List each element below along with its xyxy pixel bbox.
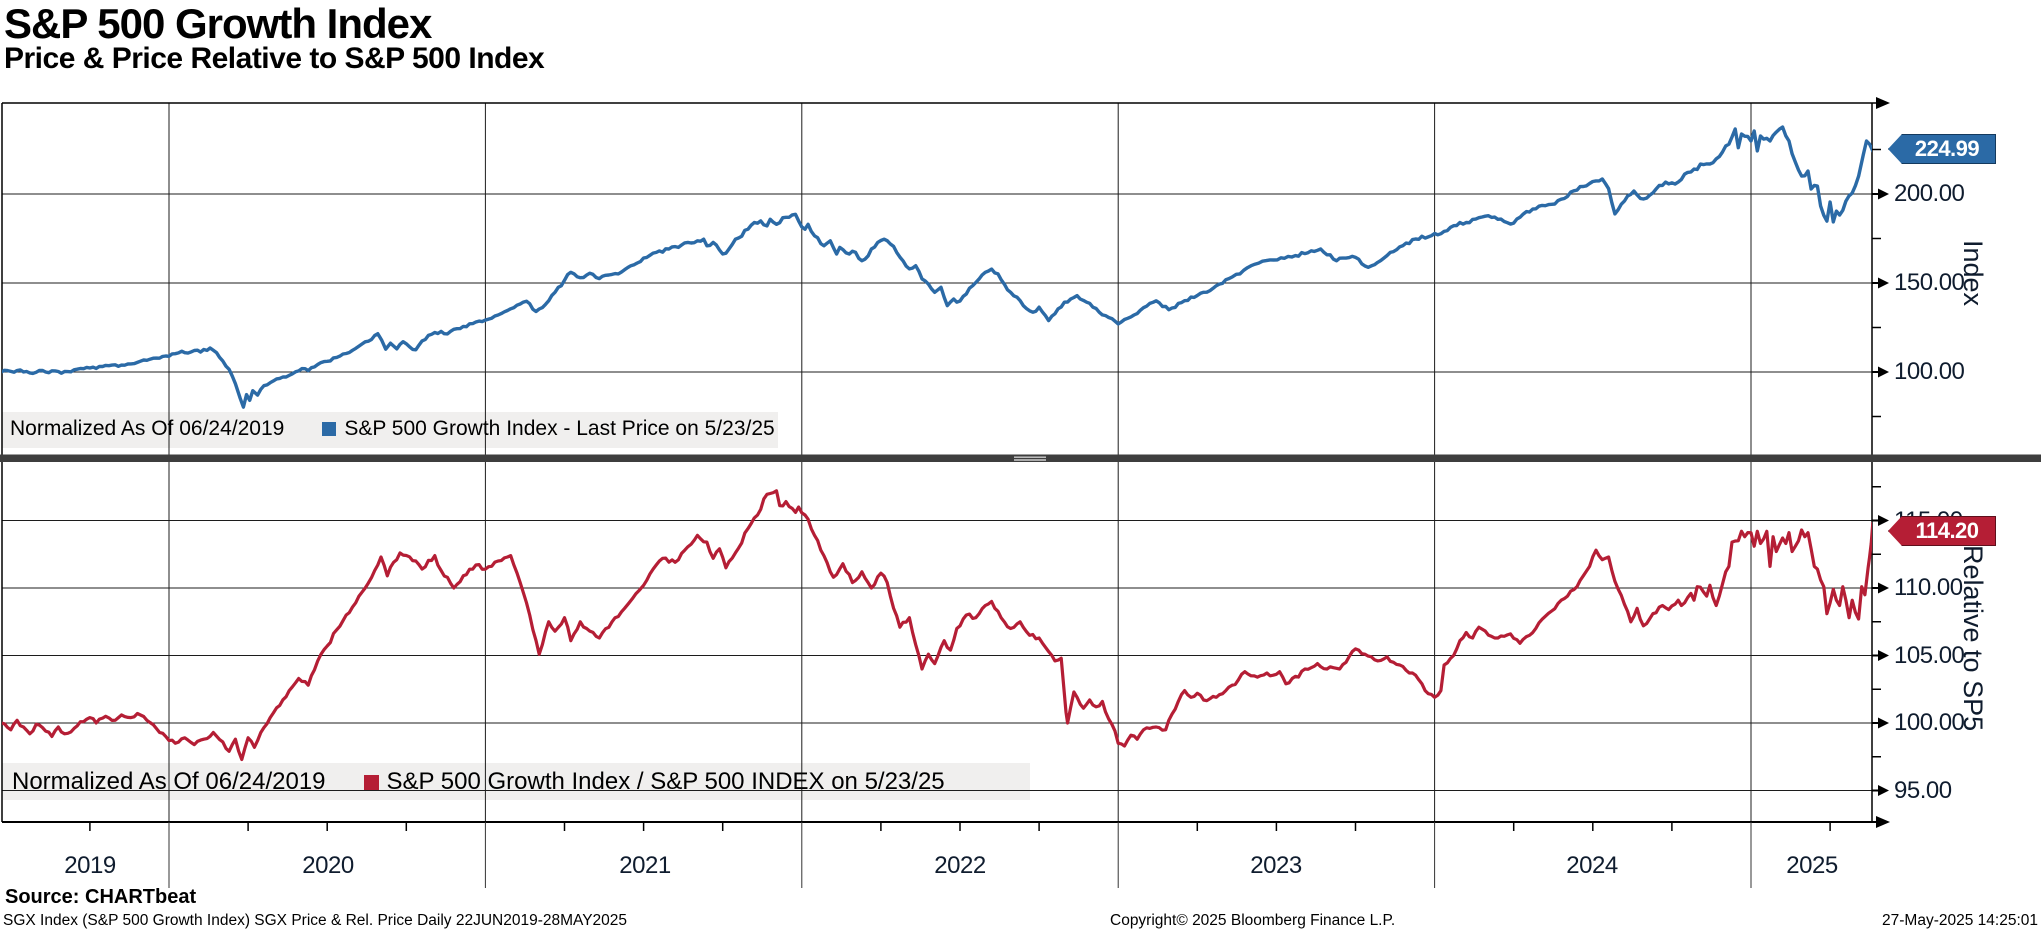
blue-price-line: [2, 125, 1872, 409]
bottom-series-label: S&P 500 Growth Index / S&P 500 INDEX on …: [386, 768, 945, 795]
x-axis-year-label: 2023: [1250, 852, 1302, 879]
footer-timestamp: 27-May-2025 14:25:01: [1882, 912, 2038, 929]
y-axis-tick-label: 100.00: [1894, 358, 1965, 385]
footer-description: SGX Index (S&P 500 Growth Index) SGX Pri…: [3, 912, 628, 929]
legend-bottom-panel[interactable]: Normalized As Of 06/24/2019 S&P 500 Grow…: [12, 768, 945, 796]
axes: [1, 97, 1890, 888]
footer-copyright: Copyright© 2025 Bloomberg Finance L.P.: [1110, 912, 1396, 929]
x-axis-year-label: 2024: [1566, 852, 1618, 879]
page-subtitle: Price & Price Relative to S&P 500 Index: [4, 42, 545, 75]
blue-series-swatch-icon: [322, 422, 337, 436]
y-axis-tick-label: 200.00: [1894, 180, 1965, 207]
last-price-badge-index: 224.99: [1888, 134, 1996, 164]
normalized-as-of-label: Normalized As Of 06/24/2019: [10, 417, 285, 440]
legend-strips: [2, 412, 1030, 800]
normalized-as-of-label: Normalized As Of 06/24/2019: [12, 768, 326, 795]
page-title: S&P 500 Growth Index: [4, 0, 432, 47]
top-series-label: S&P 500 Growth Index - Last Price on 5/2…: [344, 417, 775, 440]
y-axis-tick-label: 110.00: [1894, 574, 1963, 601]
y-axis-tick-label: 95.00: [1894, 777, 1952, 804]
x-axis-year-label: 2020: [302, 852, 354, 879]
x-axis-year-label: 2025: [1786, 852, 1838, 879]
gridlines: [2, 103, 1872, 822]
legend-top-panel[interactable]: Normalized As Of 06/24/2019 S&P 500 Grow…: [10, 417, 775, 441]
last-price-badge-relative: 114.20: [1888, 516, 1996, 546]
red-series-swatch-icon: [363, 774, 379, 790]
y-axis-tick-label: 100.00: [1894, 709, 1965, 736]
right-axis-title-relative: Relative to SP5: [1958, 545, 1988, 732]
x-axis-year-label: 2021: [619, 852, 671, 879]
x-axis-year-label: 2019: [64, 852, 116, 879]
x-axis-year-label: 2022: [934, 852, 986, 879]
right-axis-title-index: Index: [1958, 240, 1988, 307]
y-axis-tick-label: 105.00: [1894, 642, 1965, 669]
panel-separator[interactable]: [0, 454, 2041, 463]
red-relative-line: [2, 489, 1872, 762]
y-axis-tick-label: 150.00: [1894, 269, 1965, 296]
source-label: Source: CHARTbeat: [5, 886, 197, 908]
